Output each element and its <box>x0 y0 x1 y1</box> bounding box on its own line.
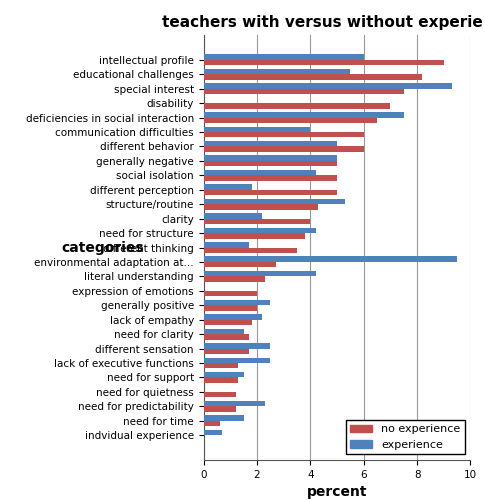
Bar <box>203 306 257 310</box>
Title: teachers with versus without experience: teachers with versus without experience <box>161 14 484 30</box>
Bar <box>203 88 403 94</box>
Bar <box>203 372 243 378</box>
Bar <box>203 401 264 406</box>
Bar <box>203 416 243 421</box>
Bar <box>203 320 251 325</box>
Bar <box>203 233 304 238</box>
Bar <box>203 262 275 268</box>
Bar <box>203 242 249 248</box>
Bar <box>203 328 243 334</box>
Bar <box>203 421 219 426</box>
Bar <box>203 348 249 354</box>
Bar <box>203 184 251 190</box>
Bar <box>203 392 235 398</box>
Bar <box>203 141 336 146</box>
Bar <box>203 112 403 117</box>
Bar <box>203 176 336 181</box>
Bar <box>203 363 238 368</box>
Bar <box>203 358 270 363</box>
Bar <box>203 69 349 74</box>
Bar <box>203 291 257 296</box>
Bar <box>203 430 222 435</box>
Bar <box>203 256 456 262</box>
Bar <box>203 103 390 108</box>
Bar <box>203 156 336 161</box>
Bar <box>203 248 296 253</box>
Bar <box>203 300 270 306</box>
Bar <box>203 406 235 412</box>
Bar <box>203 170 315 175</box>
Bar <box>203 74 422 80</box>
Bar <box>203 218 310 224</box>
Bar <box>203 334 249 340</box>
Bar <box>203 126 310 132</box>
Bar <box>203 213 262 218</box>
Bar <box>203 276 264 282</box>
Bar <box>203 204 318 210</box>
Bar <box>203 314 262 320</box>
Bar <box>203 228 315 233</box>
Bar <box>203 83 451 88</box>
Bar <box>203 190 336 195</box>
Bar <box>203 146 363 152</box>
Legend: no experience, experience: no experience, experience <box>345 420 464 454</box>
X-axis label: percent: percent <box>306 486 366 500</box>
Bar <box>203 118 377 123</box>
Bar <box>203 54 363 60</box>
Bar <box>203 378 238 383</box>
Bar <box>203 198 345 204</box>
Bar <box>203 343 270 348</box>
Bar <box>203 60 443 66</box>
Text: categories: categories <box>61 240 143 254</box>
Bar <box>203 271 315 276</box>
Bar <box>203 132 363 138</box>
Bar <box>203 161 336 166</box>
